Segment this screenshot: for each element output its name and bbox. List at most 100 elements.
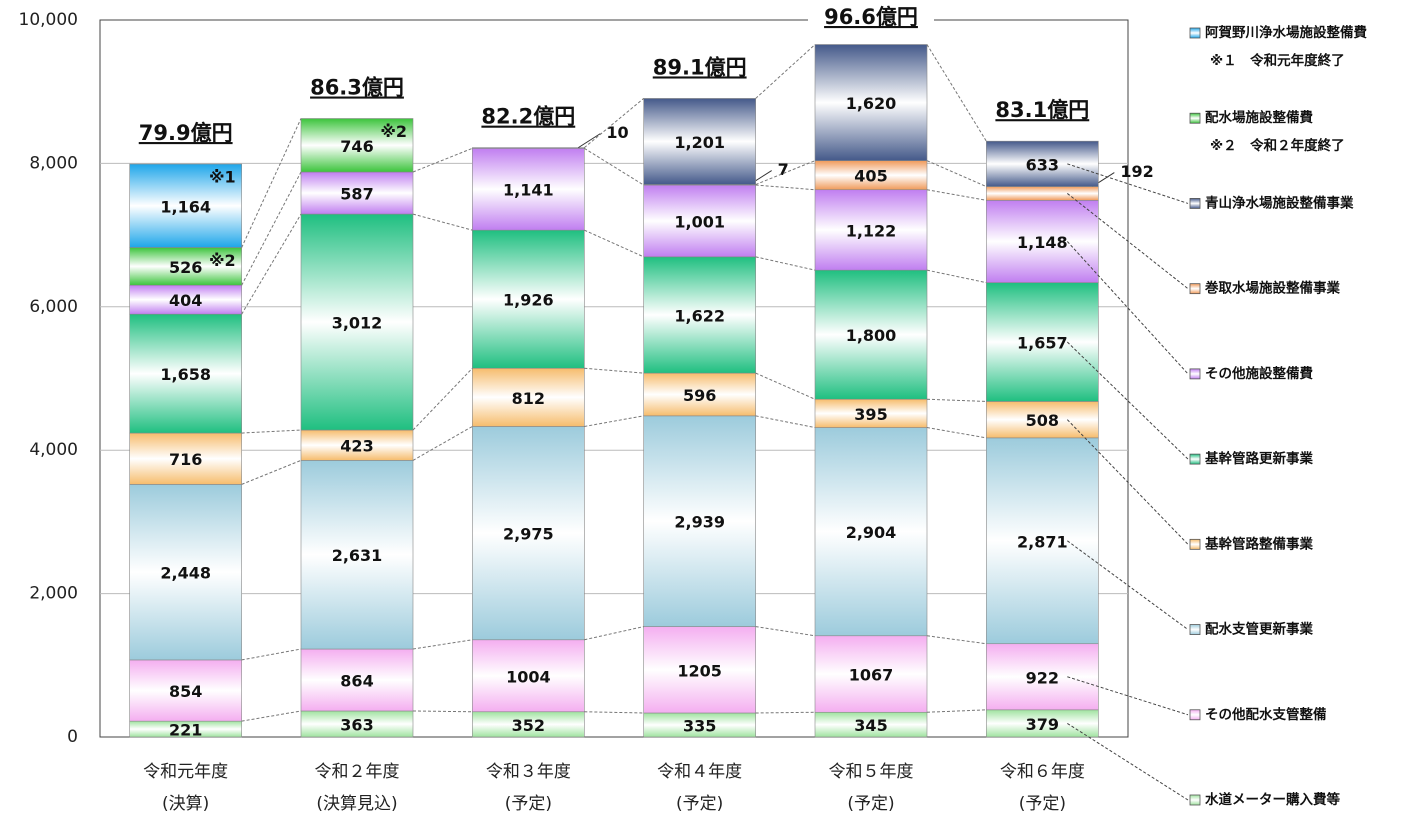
value-label: 363	[340, 715, 373, 734]
plot-frame	[99, 19, 1129, 738]
value-label: 404	[169, 291, 202, 310]
bar-segment	[643, 184, 756, 258]
value-label: 7	[778, 160, 789, 179]
value-label: 2,904	[846, 523, 897, 542]
total-label-bg	[979, 98, 1106, 125]
value-label: 3,012	[332, 314, 383, 333]
connector-line	[755, 160, 816, 186]
x-tick-label: 令和３年度	[486, 762, 571, 782]
total-label-bg	[636, 55, 763, 82]
bar-segment	[300, 648, 414, 712]
total-label-bg	[122, 121, 249, 148]
bar-segment	[643, 372, 756, 417]
value-label: 1004	[506, 667, 551, 686]
legend-label: 水道メーター購入費等	[1205, 791, 1340, 808]
value-label: 395	[854, 405, 887, 424]
connector-line	[412, 426, 473, 461]
value-label: 854	[169, 682, 202, 701]
total-label-bg	[294, 75, 420, 102]
connector-line	[241, 118, 302, 248]
bar-segment	[472, 367, 585, 427]
legend-leader	[1067, 676, 1189, 716]
y-tick-label: 6,000	[29, 297, 78, 317]
y-tick-label: 2,000	[29, 584, 78, 604]
bar-segment	[986, 186, 1099, 201]
legend-note: ※１ 令和元年度終了	[1210, 52, 1345, 69]
connector-line	[755, 44, 816, 99]
connector-line	[926, 269, 987, 284]
connector-line	[584, 415, 644, 427]
legend-swatch	[1189, 368, 1201, 380]
bar-segment	[814, 635, 928, 713]
bar-segment	[300, 213, 414, 431]
total-label: 96.6億円	[824, 5, 918, 29]
legend-swatch	[1189, 112, 1201, 124]
bar-segment	[814, 427, 928, 637]
bar-segment	[472, 148, 585, 231]
bar-segment	[814, 711, 928, 738]
value-label: 1,201	[674, 133, 725, 152]
legend-label: 阿賀野川浄水場施設整備費	[1205, 24, 1367, 41]
connector-line	[926, 635, 987, 645]
bar-segment	[986, 709, 1099, 738]
connector-line	[584, 367, 644, 374]
value-label: 352	[512, 716, 545, 735]
value-label: 1,141	[503, 181, 554, 200]
value-label: 2,939	[674, 513, 725, 532]
legend-leader	[1067, 193, 1189, 290]
legend-swatch	[1189, 624, 1201, 635]
legend-label: その他施設整備費	[1205, 365, 1313, 382]
value-label: 1,620	[846, 94, 897, 113]
bar-segment	[643, 98, 756, 185]
y-tick-label: 10,000	[19, 10, 78, 30]
bar-segment	[472, 229, 585, 369]
x-tick-note: (予定)	[505, 794, 552, 814]
legend-swatch	[1189, 709, 1201, 721]
connector-line	[584, 626, 644, 641]
value-label: 596	[683, 386, 716, 405]
bar-segment	[129, 484, 242, 661]
value-label: 335	[683, 716, 716, 735]
legend-leader	[1067, 722, 1189, 801]
value-label: 1,122	[846, 221, 897, 240]
y-tick-label: 0	[67, 727, 78, 747]
value-label: 423	[340, 437, 373, 456]
x-tick-note: (予定)	[847, 794, 894, 814]
value-label: 587	[340, 185, 373, 204]
legend-leader	[1066, 341, 1189, 460]
connector-line	[584, 98, 644, 149]
bar-note: ※2	[209, 251, 236, 270]
legend-label: その他配水支管整備	[1205, 706, 1327, 723]
connector-line	[755, 184, 816, 191]
x-tick-label: 令和５年度	[829, 762, 914, 782]
value-label: 1,657	[1017, 334, 1068, 353]
total-label-bg	[808, 5, 934, 31]
total-label: 89.1億円	[653, 55, 747, 79]
value-label: 379	[1026, 715, 1059, 734]
connector-line	[755, 626, 816, 637]
y-tick-label: 8,000	[29, 153, 78, 173]
bar-segment	[472, 639, 585, 713]
bar-segment	[986, 200, 1099, 283]
legend-label: 配水場施設整備費	[1205, 109, 1313, 126]
bar-segment	[643, 415, 756, 627]
connector-line	[755, 711, 816, 714]
connector-line	[755, 256, 816, 271]
connector-line	[241, 459, 302, 485]
legend-swatch	[1189, 794, 1201, 806]
bar-segment	[986, 643, 1099, 711]
bar-segment	[129, 247, 242, 286]
legend-note: ※２ 令和２年度終了	[1210, 137, 1345, 154]
bar-segment	[300, 460, 414, 650]
bar-segment	[643, 256, 756, 374]
bar-segment	[643, 712, 756, 738]
value-label: 1205	[677, 661, 722, 680]
total-label: 82.2億円	[481, 105, 575, 129]
x-tick-label: 令和元年度	[143, 762, 228, 782]
x-tick-note: (決算)	[162, 794, 209, 814]
connector-line	[241, 213, 302, 315]
value-label: 1067	[849, 666, 894, 685]
value-label: 1,926	[503, 291, 554, 310]
value-label: 2,975	[503, 525, 554, 544]
